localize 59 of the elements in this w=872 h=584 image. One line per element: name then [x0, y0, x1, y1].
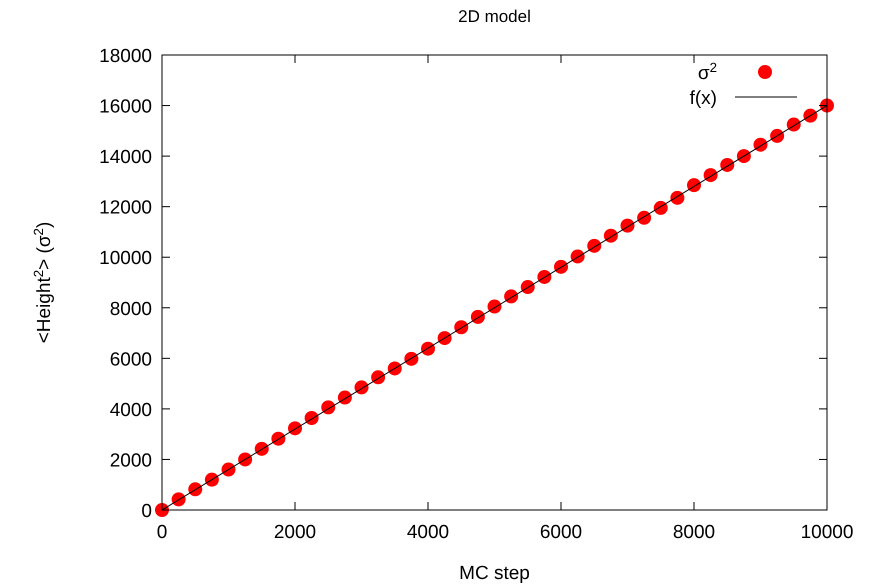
point — [470, 310, 485, 324]
point — [421, 342, 435, 356]
point — [570, 249, 585, 264]
point — [637, 210, 652, 225]
point — [254, 442, 269, 456]
point — [736, 149, 751, 164]
point — [404, 352, 418, 366]
point — [704, 168, 718, 182]
legend-label: σ$^{2}$ — [698, 60, 717, 84]
x-tick-label: 6000 — [540, 522, 582, 543]
point — [238, 452, 252, 466]
point — [554, 260, 568, 274]
y-tick-label: 8000 — [110, 298, 152, 320]
y-tick-label: 16000 — [99, 96, 152, 118]
point — [786, 118, 801, 132]
y-tick-label: 12000 — [99, 198, 152, 219]
legend-label: f(x) — [690, 88, 717, 109]
point — [354, 380, 368, 394]
x-axis-title: MC step — [459, 563, 530, 584]
y-tick-label: 4000 — [110, 400, 152, 421]
point — [488, 300, 502, 314]
point — [222, 462, 236, 477]
point — [670, 190, 684, 205]
point — [438, 331, 452, 346]
y-tick-label: 18000 — [99, 46, 152, 67]
y-tick-label: 2000 — [110, 450, 152, 472]
y-tick-label: 10000 — [99, 248, 152, 270]
point — [587, 238, 602, 253]
point — [188, 482, 202, 496]
point — [204, 472, 219, 487]
point — [388, 361, 402, 376]
y-tick-label: 0 — [141, 501, 152, 522]
x-tick-label: 10000 — [800, 522, 854, 543]
point — [620, 218, 634, 233]
point — [770, 128, 784, 143]
point — [754, 138, 768, 152]
point — [504, 289, 518, 304]
x-tick-label: 2000 — [274, 522, 316, 543]
chart-title: 2D model — [458, 7, 531, 26]
x-tick-label: 0 — [156, 522, 168, 543]
point — [271, 432, 286, 446]
y-tick-label: 14000 — [99, 147, 152, 168]
point — [803, 108, 818, 123]
point — [304, 410, 319, 425]
point — [454, 320, 468, 334]
y-tick-label: 6000 — [110, 349, 152, 370]
point — [321, 400, 336, 414]
point — [687, 178, 701, 192]
point — [720, 158, 734, 172]
point — [520, 280, 535, 294]
point — [288, 421, 302, 436]
point — [654, 200, 668, 215]
point — [338, 390, 352, 405]
x-tick-label: 8000 — [672, 522, 716, 543]
point — [371, 370, 386, 384]
point — [172, 492, 186, 506]
x-tick-label: 4000 — [406, 522, 450, 543]
point — [604, 228, 618, 243]
point — [537, 270, 552, 284]
